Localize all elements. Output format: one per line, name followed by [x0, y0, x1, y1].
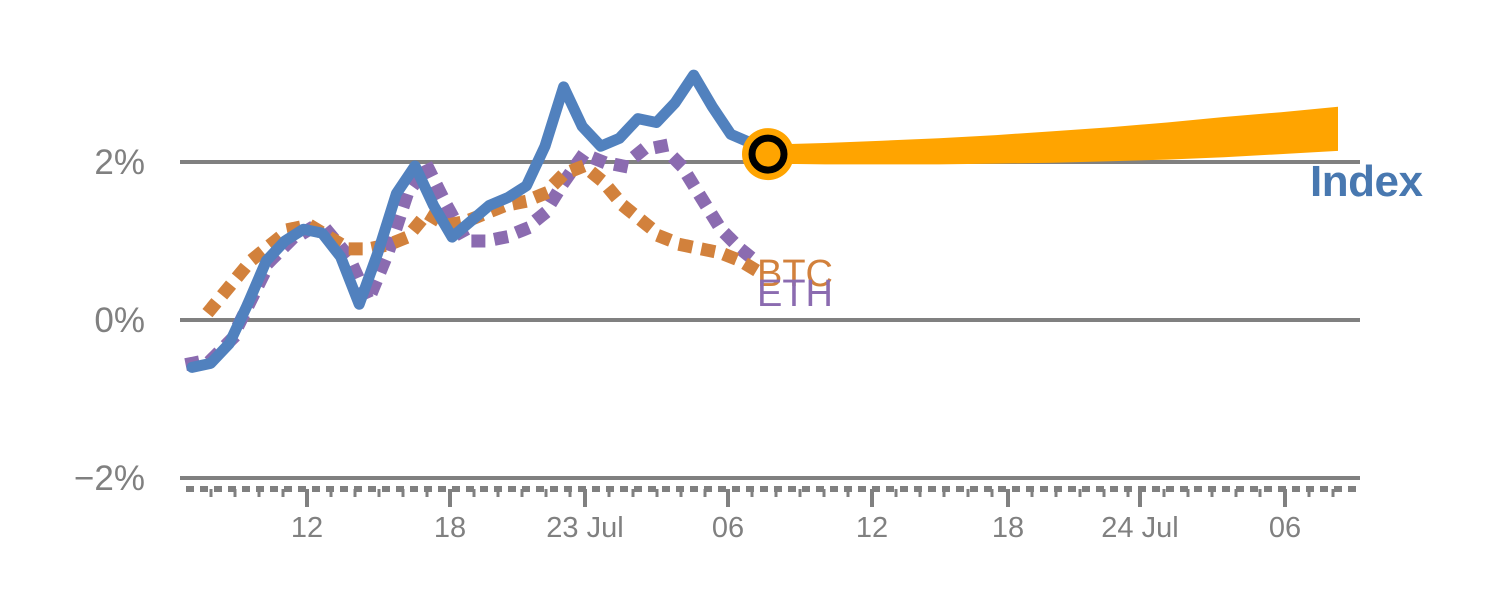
xtick-label-4: 12: [855, 512, 889, 544]
x-axis-major-ticks: [305, 489, 1287, 507]
xtick-label-0: 12: [290, 512, 324, 544]
series-line-btc: [202, 158, 769, 318]
x-axis: [186, 486, 1356, 507]
series-label-eth: ETH: [757, 273, 833, 315]
xtick-label-6: 24 Jul: [1101, 512, 1179, 544]
series-label-index: Index: [1310, 157, 1423, 206]
series-label-btc: BTC: [757, 253, 833, 295]
xtick-label-7: 06: [1268, 512, 1302, 544]
xtick-label-5: 18: [991, 512, 1025, 544]
forecast-start-marker[interactable]: [742, 128, 794, 181]
series-line-index: [186, 69, 774, 373]
xtick-label-1: 18: [433, 512, 467, 544]
series-paths: [184, 69, 774, 373]
ytick-label-2pct: 2%: [94, 143, 145, 182]
x-axis-minor-ticks: [209, 489, 1335, 497]
ytick-label-0pct: 0%: [94, 301, 145, 340]
xtick-label-2: 23 Jul: [546, 512, 624, 544]
gridlines: [180, 160, 1360, 480]
ytick-label-neg2pct: −2%: [73, 459, 145, 498]
forecast-band: [768, 106, 1338, 165]
xtick-label-3: 06: [711, 512, 745, 544]
